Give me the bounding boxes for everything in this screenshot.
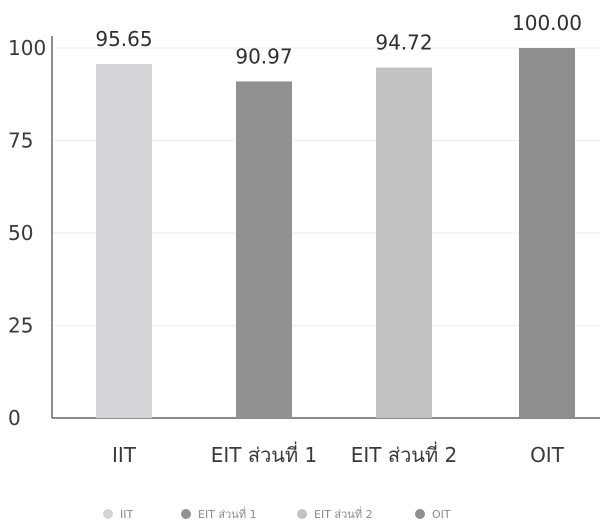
- legend-item: EIT ส่วนที่ 1: [181, 506, 257, 521]
- data-label: 95.65: [95, 27, 152, 51]
- legend-item: OIT: [415, 508, 451, 521]
- y-tick-label: 100: [8, 36, 46, 60]
- data-label: 90.97: [235, 44, 292, 68]
- legend-marker: [103, 509, 113, 519]
- legend-marker: [415, 509, 425, 519]
- legend-label: IIT: [120, 508, 133, 521]
- x-tick-label: OIT: [530, 443, 565, 467]
- x-tick-label: IIT: [112, 443, 137, 467]
- value-labels: 95.65 90.97 94.72 100.00: [95, 11, 582, 68]
- legend-item: IIT: [103, 508, 133, 521]
- y-tick-labels: 0 25 50 75 100: [8, 36, 46, 430]
- x-tick-label: EIT ส่วนที่ 2: [351, 441, 457, 467]
- data-label: 94.72: [375, 31, 432, 55]
- legend-item: EIT ส่วนที่ 2: [297, 506, 373, 521]
- y-tick-label: 75: [8, 129, 33, 153]
- bar: [519, 48, 575, 418]
- legend-marker: [297, 509, 307, 519]
- bar: [376, 67, 432, 418]
- data-label: 100.00: [512, 11, 582, 35]
- y-tick-label: 25: [8, 314, 33, 338]
- x-tick-labels: IIT EIT ส่วนที่ 1 EIT ส่วนที่ 2 OIT: [112, 441, 565, 467]
- legend-label: OIT: [432, 508, 451, 521]
- bar: [236, 81, 292, 418]
- legend-marker: [181, 509, 191, 519]
- legend-label: EIT ส่วนที่ 1: [198, 506, 257, 521]
- x-tick-label: EIT ส่วนที่ 1: [211, 441, 317, 467]
- y-tick-label: 50: [8, 221, 33, 245]
- y-tick-label: 0: [8, 406, 21, 430]
- bar: [96, 64, 152, 418]
- legend: IIT EIT ส่วนที่ 1 EIT ส่วนที่ 2 OIT: [103, 506, 451, 521]
- legend-label: EIT ส่วนที่ 2: [314, 506, 373, 521]
- bars: [96, 48, 575, 418]
